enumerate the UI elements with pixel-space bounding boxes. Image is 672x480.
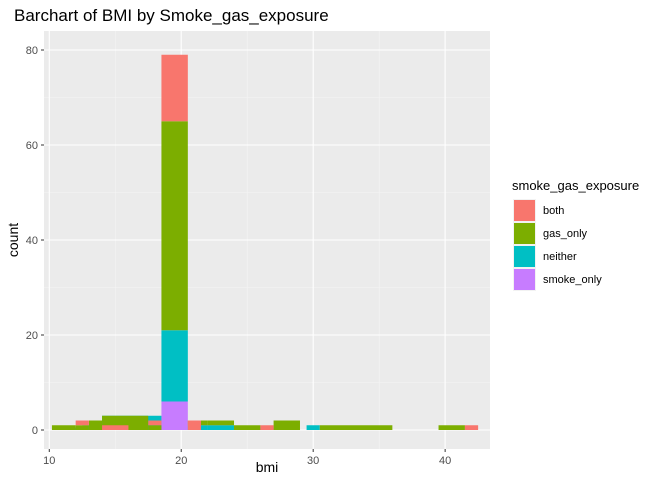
- bar-both: [75, 420, 89, 426]
- x-tick-label: 30: [307, 455, 319, 467]
- y-axis-title: count: [5, 223, 21, 257]
- bar-both: [464, 425, 479, 430]
- y-tick-label: 20: [26, 330, 38, 342]
- bar-neither: [207, 425, 235, 430]
- y-tick-label: 60: [26, 140, 38, 152]
- legend-label: gas_only: [543, 228, 588, 240]
- bar-both: [148, 420, 162, 426]
- bar-both: [187, 420, 202, 430]
- x-tick-label: 10: [43, 455, 55, 467]
- histogram-bars: [51, 54, 479, 430]
- bar-gas-only: [148, 425, 162, 430]
- legend-title: smoke_gas_exposure: [512, 178, 639, 193]
- bar-both: [161, 54, 188, 122]
- bar-both: [260, 425, 274, 430]
- y-tick-label: 40: [26, 235, 38, 247]
- chart-title: Barchart of BMI by Smoke_gas_exposure: [14, 6, 329, 25]
- legend-swatch-neither: [514, 246, 535, 267]
- x-tick-label: 20: [175, 455, 187, 467]
- legend-swatch-both: [514, 200, 535, 221]
- y-tick-label: 0: [32, 425, 38, 437]
- bar-gas-only: [75, 425, 89, 430]
- y-axis-ticks: 0 20 40 60 80: [26, 45, 44, 437]
- legend-label: smoke_only: [543, 274, 602, 286]
- bar-neither: [306, 425, 320, 430]
- bar-gas-only: [273, 420, 300, 430]
- bar-gas-only: [319, 425, 393, 430]
- bar-gas-only: [51, 425, 76, 430]
- bar-neither: [161, 330, 188, 402]
- bar-gas-only: [438, 425, 465, 430]
- legend-swatch-smoke-only: [514, 269, 535, 290]
- bar-gas-only: [88, 420, 103, 430]
- legend-label: both: [543, 205, 564, 217]
- x-tick-label: 40: [439, 455, 451, 467]
- bar-both: [102, 425, 129, 430]
- y-tick-label: 80: [26, 45, 38, 57]
- bar-smoke-only: [161, 401, 188, 430]
- bar-gas-only: [234, 425, 261, 430]
- x-axis-ticks: 10 20 30 40: [43, 449, 451, 467]
- bar-gas-only: [207, 420, 235, 426]
- x-axis-title: bmi: [256, 459, 279, 475]
- legend-swatch-gas-only: [514, 223, 535, 244]
- bar-gas-only: [161, 121, 188, 331]
- legend-label: neither: [543, 251, 577, 263]
